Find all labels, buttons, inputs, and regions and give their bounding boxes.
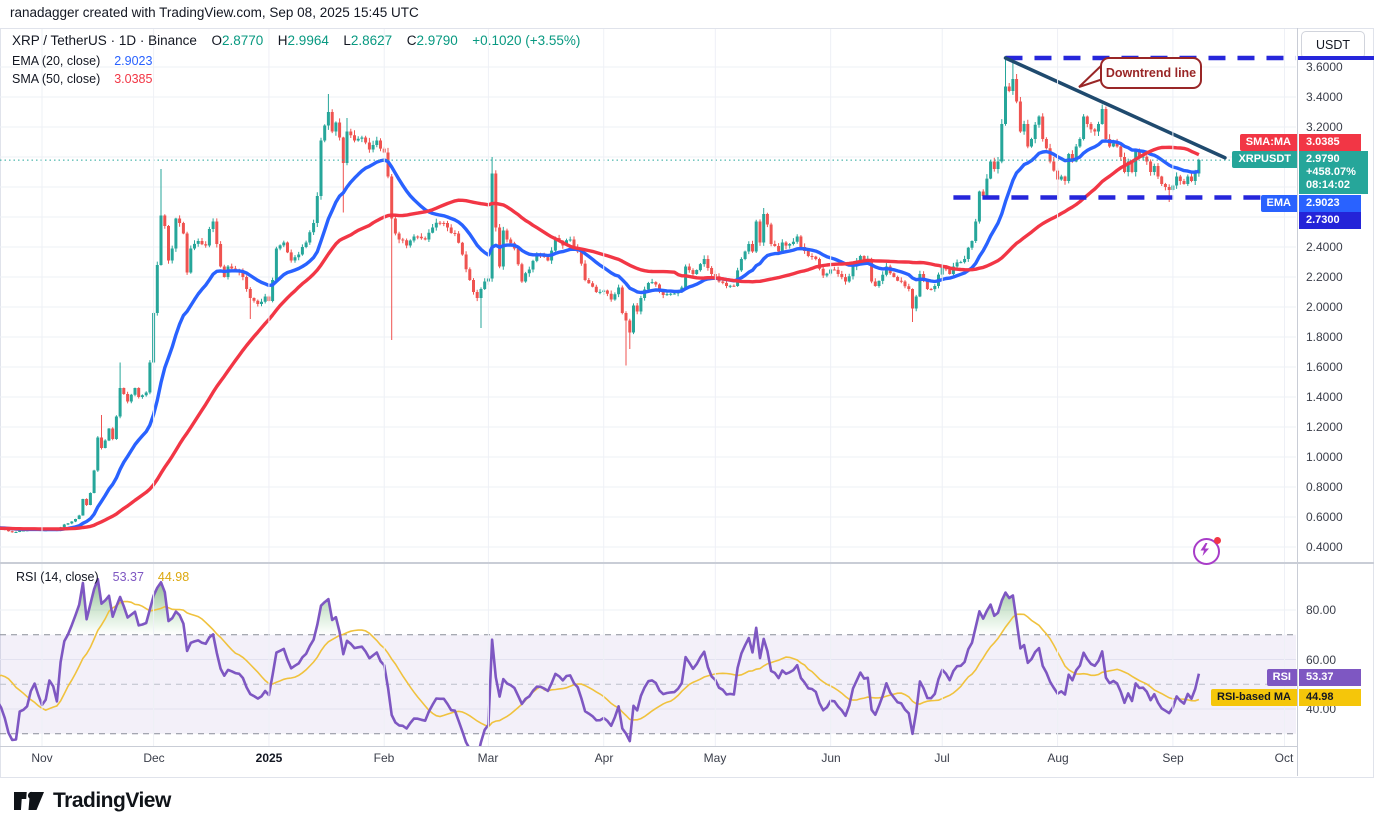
sma-legend-value: 3.0385 (114, 72, 153, 86)
ema-legend[interactable]: EMA (20, close) 2.9023 (12, 54, 152, 68)
symbol-legend[interactable]: XRP / TetherUS · 1D · Binance O2.8770 H2… (12, 33, 580, 48)
time-axis-label: Aug (1047, 751, 1069, 765)
time-axis-label: Mar (477, 751, 499, 765)
candle-bodies-down (0, 79, 1193, 533)
legend-separator: · (110, 33, 116, 48)
price-axis-tick: 1.0000 (1306, 450, 1343, 464)
close-label: C (406, 33, 417, 48)
support-level-value: 2.7300 (1299, 212, 1361, 229)
flash-icon[interactable] (1193, 537, 1221, 565)
price-axis-tick: 2.4000 (1306, 240, 1343, 254)
time-axis-label: Dec (143, 751, 165, 765)
rsi-value-box: 53.37 (1299, 669, 1361, 686)
time-axis-label: Feb (373, 751, 395, 765)
notification-dot (1214, 537, 1221, 544)
rsi-ma-legend-value: 44.98 (157, 570, 190, 584)
time-axis-label: May (703, 751, 727, 765)
high-value: 2.9964 (287, 33, 329, 48)
price-axis-tick: 1.8000 (1306, 330, 1343, 344)
ema-legend-value: 2.9023 (114, 54, 153, 68)
price-axis-tick: 0.6000 (1306, 510, 1343, 524)
change-value: +0.1020 (+3.55%) (472, 33, 581, 48)
time-axis-label: Oct (1274, 751, 1294, 765)
rsi-legend-value: 53.37 (112, 570, 144, 584)
rsi-line (0, 577, 1201, 746)
price-axis-tick: 2.2000 (1306, 270, 1343, 284)
tradingview-logo-text: TradingView (53, 789, 171, 812)
interval-label[interactable]: 1D (118, 33, 137, 48)
main-pane (0, 55, 1296, 548)
price-axis-tick: 2.0000 (1306, 300, 1343, 314)
time-axis-label: Jul (934, 751, 950, 765)
price-axis-tick: 1.4000 (1306, 390, 1343, 404)
last-price-tag: XRPUSDT (1232, 151, 1297, 168)
price-axis-tick: 3.2000 (1306, 120, 1343, 134)
time-axis-separator (0, 746, 1297, 747)
ema-legend-label[interactable]: EMA (20, close) (12, 54, 101, 68)
rsi-ma-line (0, 600, 1200, 728)
last-price-value: 2.9790 +458.07% 08:14:02 (1299, 151, 1368, 194)
symbol-title[interactable]: XRP / TetherUS (12, 33, 107, 48)
sma-price-value: 3.0385 (1299, 134, 1361, 151)
high-label: H (277, 33, 288, 48)
rsi-price-tag: RSI (1266, 669, 1297, 686)
time-axis-label: Apr (594, 751, 614, 765)
resistance-line-axis-segment (1298, 56, 1374, 60)
rsi-legend-label[interactable]: RSI (14, close) (16, 570, 99, 584)
rsi-pane (0, 577, 1296, 746)
price-axis-tick: 3.4000 (1306, 90, 1343, 104)
ema-price-tag: EMA (1260, 195, 1297, 212)
time-axis-label: Sep (1162, 751, 1184, 765)
price-axis-tick: 0.4000 (1306, 540, 1343, 554)
time-axis-label: 2025 (255, 751, 283, 765)
downtrend-annotation[interactable]: Downtrend line (1100, 57, 1202, 89)
tradingview-logo-icon (14, 791, 44, 810)
sma-legend-label[interactable]: SMA (50, close) (12, 72, 101, 86)
pane-separator[interactable] (0, 562, 1374, 564)
lightning-bolt-icon (1200, 543, 1209, 556)
sma-legend[interactable]: SMA (50, close) 3.0385 (12, 72, 152, 86)
currency-toggle-button[interactable]: USDT (1301, 31, 1365, 59)
rsi-axis-tick: 60.00 (1306, 653, 1337, 667)
price-axis-tick: 1.2000 (1306, 420, 1343, 434)
ema-price-value: 2.9023 (1299, 195, 1361, 212)
exchange-label[interactable]: Binance (148, 33, 197, 48)
price-axis-separator (1297, 28, 1298, 776)
open-label: O (211, 33, 222, 48)
price-axis-tick: 3.6000 (1306, 60, 1343, 74)
price-axis-tick: 0.8000 (1306, 480, 1343, 494)
rsi-ma-price-tag: RSI-based MA (1211, 689, 1297, 706)
attribution-text: ranadagger created with TradingView.com,… (10, 5, 419, 20)
sma-price-tag: SMA:MA (1239, 134, 1297, 151)
time-axis-label: Nov (31, 751, 53, 765)
rsi-axis-tick: 80.00 (1306, 603, 1337, 617)
open-value: 2.8770 (221, 33, 264, 48)
candle-wicks-down (0, 74, 1192, 533)
rsi-ma-value-box: 44.98 (1299, 689, 1361, 706)
close-value: 2.9790 (416, 33, 458, 48)
downtrend-trendline (1003, 56, 1227, 160)
tradingview-logo[interactable]: TradingView (14, 788, 171, 814)
legend-separator: · (139, 33, 145, 48)
sma-line (0, 145, 1200, 531)
rsi-legend[interactable]: RSI (14, close) 53.37 44.98 (16, 570, 189, 584)
low-value: 2.8627 (350, 33, 393, 48)
price-axis-tick: 1.6000 (1306, 360, 1343, 374)
time-axis-label: Jun (821, 751, 841, 765)
ema-line (0, 139, 1200, 532)
low-label: L (343, 33, 351, 48)
